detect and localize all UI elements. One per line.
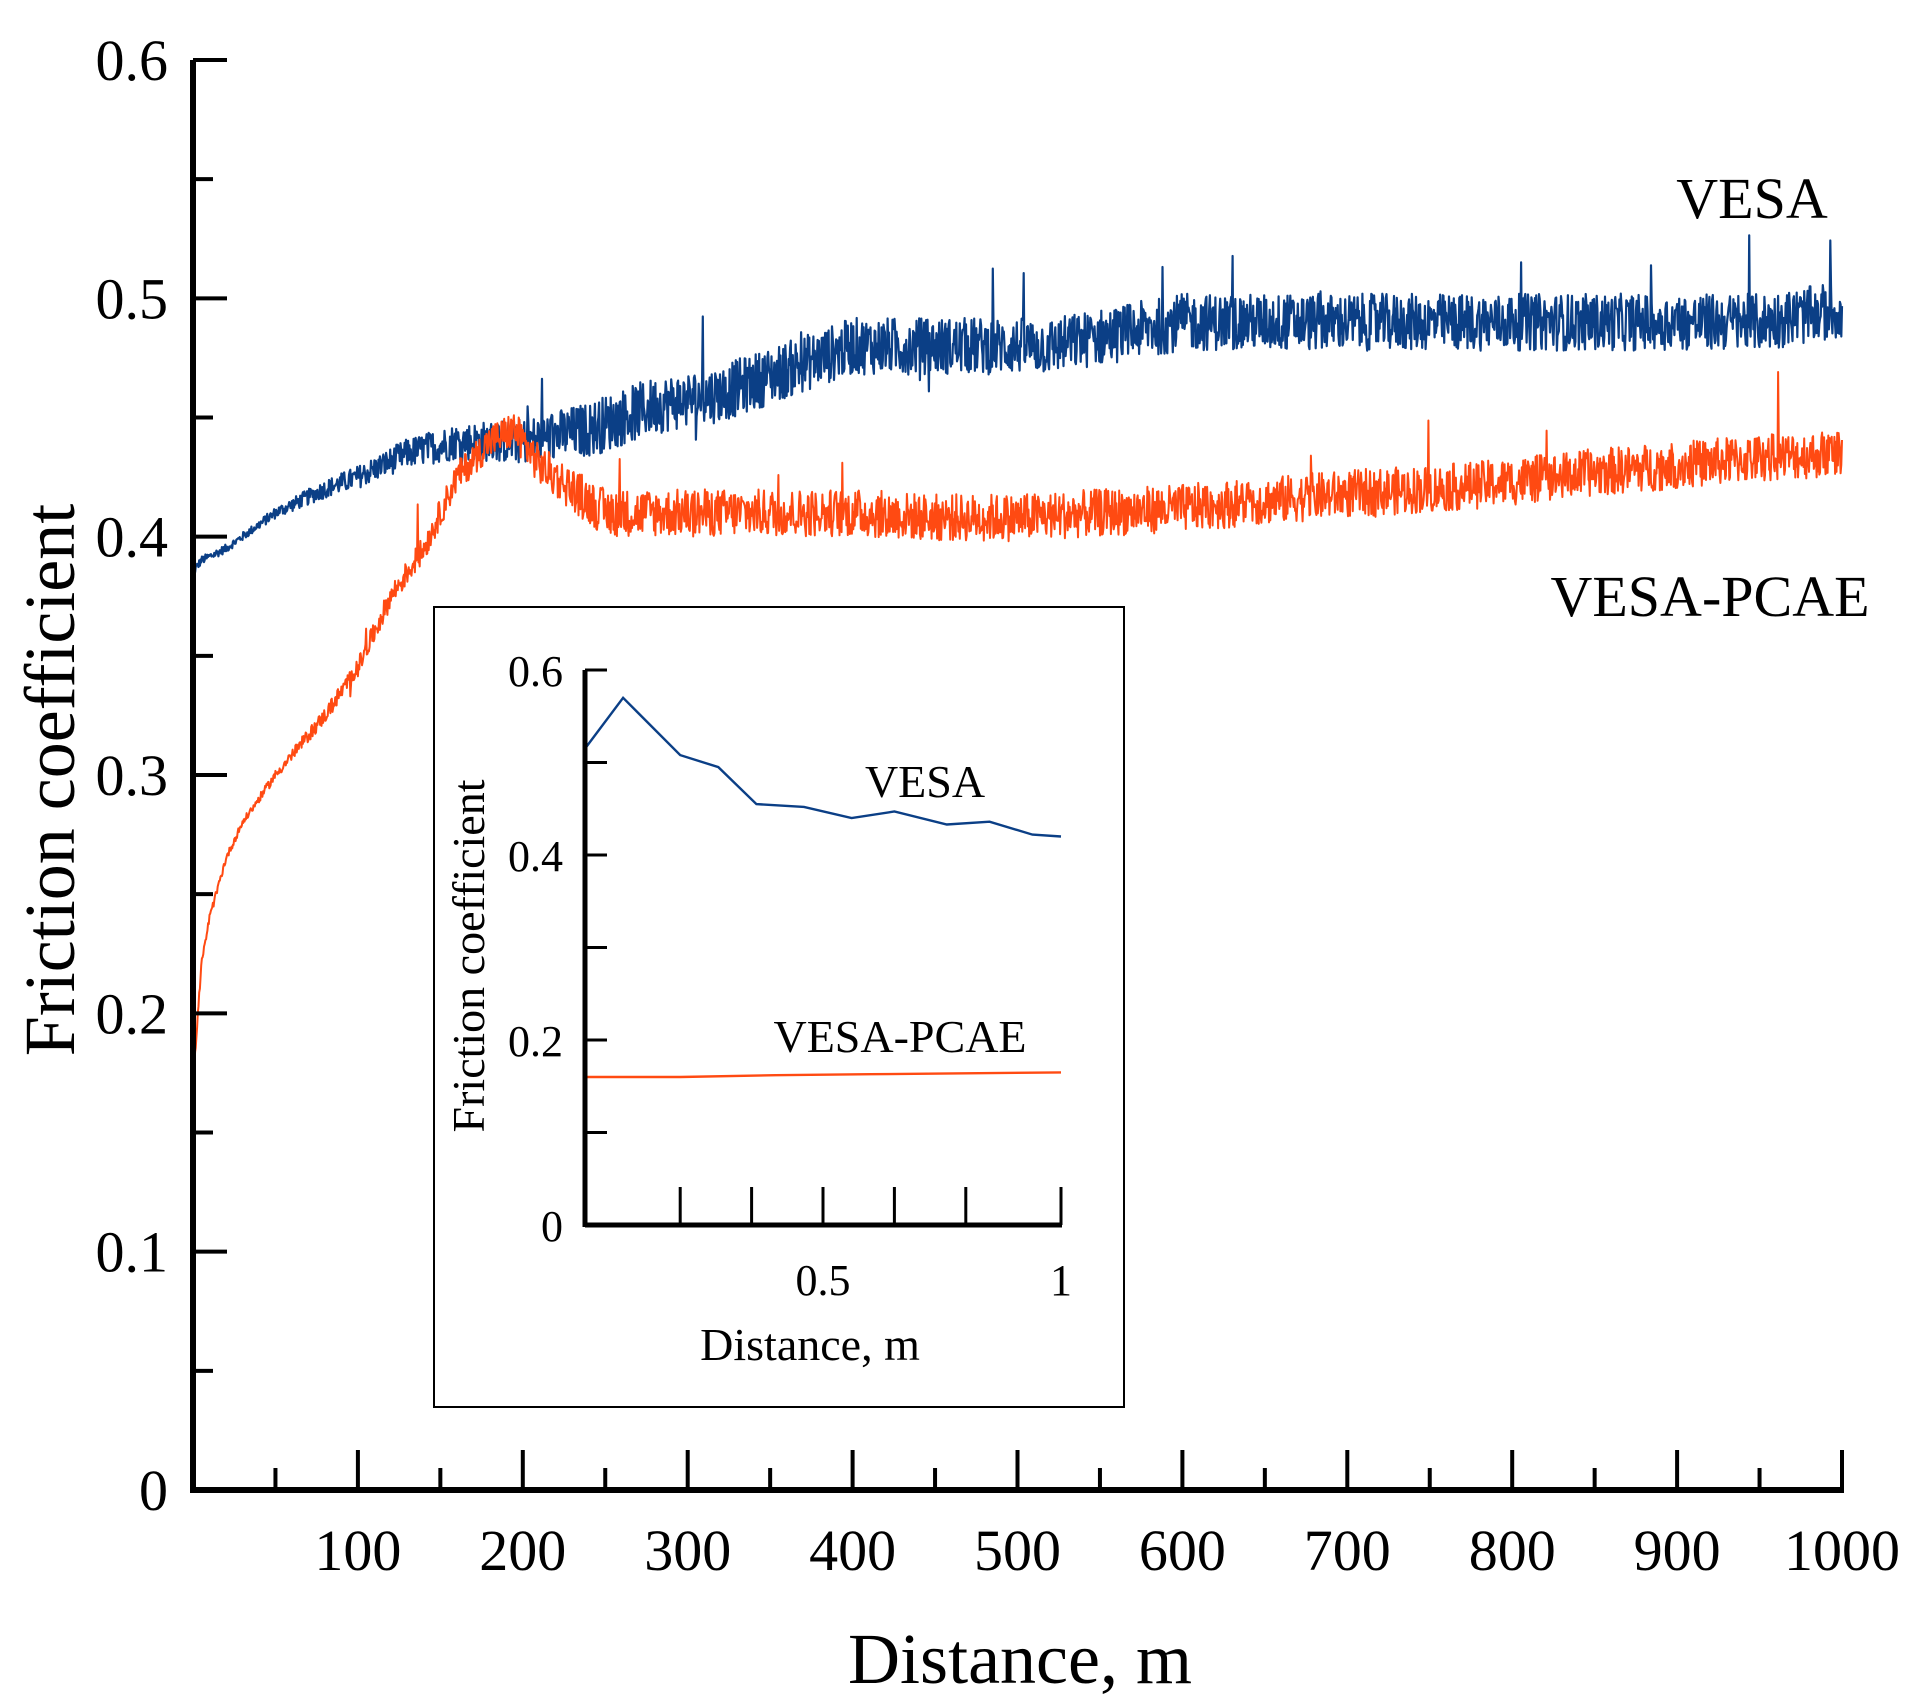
inset-y-axis-title: Friction coefficient bbox=[443, 779, 494, 1132]
y-tick-label: 0.4 bbox=[96, 505, 169, 570]
x-tick-label: 100 bbox=[314, 1518, 401, 1583]
main-ticks: 100 200 300 400 500 600 700 800 900 100000.10.20.… bbox=[96, 28, 1901, 1583]
series-line-vesa-pcae bbox=[192, 371, 1843, 1084]
inset-x-tick-label: 0.5 bbox=[796, 1256, 851, 1305]
y-tick-label: 0.3 bbox=[96, 743, 169, 808]
inset-chart: 0.5 1 0 0.2 0.4 0.6 Distance, m Friction coef… bbox=[433, 606, 1125, 1408]
main-series-layer bbox=[192, 234, 1844, 1084]
y-tick-label: 0 bbox=[139, 1458, 168, 1523]
x-tick-label: 200 bbox=[479, 1518, 566, 1583]
x-tick-label: 400 bbox=[809, 1518, 896, 1583]
y-axis-title: Friction coefficient bbox=[10, 504, 90, 1056]
y-tick-label: 0.1 bbox=[96, 1220, 169, 1285]
x-tick-label: 600 bbox=[1139, 1518, 1226, 1583]
y-tick-label: 0.6 bbox=[96, 28, 169, 93]
inset-series-line-vesa bbox=[584, 695, 1062, 838]
inset-x-axis-title: Distance, m bbox=[700, 1319, 920, 1370]
x-axis-title: Distance, m bbox=[848, 1619, 1192, 1699]
inset-series-layer bbox=[584, 695, 1062, 1079]
main-plot: 100 200 300 400 500 600 700 800 900 100000.10.20.… bbox=[10, 28, 1900, 1699]
inset-x-tick-label: 1 bbox=[1050, 1256, 1072, 1305]
x-tick-label: 900 bbox=[1634, 1518, 1721, 1583]
x-tick-label: 700 bbox=[1304, 1518, 1391, 1583]
series-label-vesa-pcae: VESA-PCAE bbox=[1550, 564, 1869, 629]
x-tick-label: 1000 bbox=[1784, 1518, 1900, 1583]
inset-y-tick-label: 0.4 bbox=[508, 832, 563, 881]
inset-y-tick-label: 0.6 bbox=[508, 647, 563, 696]
inset-y-tick-label: 0 bbox=[541, 1202, 563, 1251]
x-tick-label: 500 bbox=[974, 1518, 1061, 1583]
y-tick-label: 0.5 bbox=[96, 266, 169, 331]
inset-ticks: 0.5 1 0 0.2 0.4 0.6 bbox=[508, 647, 1072, 1305]
inset-series-line-vesa-pcae bbox=[585, 1071, 1062, 1079]
inset-series-label-vesa-pcae: VESA-PCAE bbox=[773, 1011, 1026, 1062]
inset-series-label-vesa: VESA bbox=[865, 756, 985, 807]
inset-y-tick-label: 0.2 bbox=[508, 1017, 563, 1066]
y-tick-label: 0.2 bbox=[96, 981, 169, 1046]
series-line-vesa bbox=[192, 234, 1844, 574]
inset-frame bbox=[433, 606, 1125, 1408]
x-tick-label: 800 bbox=[1469, 1518, 1556, 1583]
series-label-vesa: VESA bbox=[1676, 166, 1828, 231]
x-tick-label: 300 bbox=[644, 1518, 731, 1583]
